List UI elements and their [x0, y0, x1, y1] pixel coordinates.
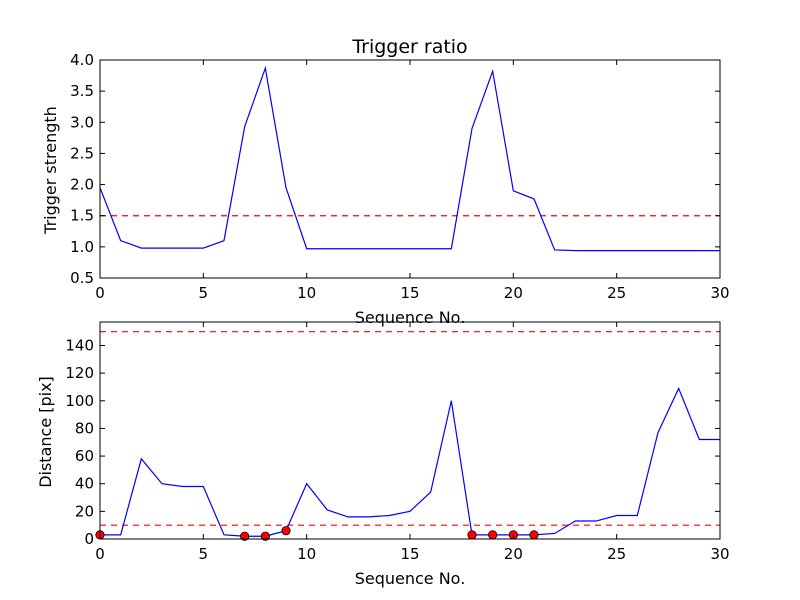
data-point-marker: [529, 530, 539, 540]
y-tick-label: 2.5: [70, 144, 94, 162]
x-tick-label: 5: [199, 545, 209, 563]
y-axis-label: Distance [pix]: [36, 376, 55, 488]
x-tick-label: 10: [297, 284, 316, 302]
x-tick-label: 10: [297, 545, 316, 563]
x-tick-label: 5: [199, 284, 209, 302]
x-tick-label: 15: [400, 545, 419, 563]
x-tick-label: 20: [504, 545, 523, 563]
x-tick-label: 25: [607, 545, 626, 563]
y-tick-label: 4.0: [70, 51, 94, 69]
data-point-marker: [488, 530, 498, 540]
y-axis-label: Trigger strength: [41, 106, 60, 235]
plot-area: 0 5 10 15 20 25 30 0 20 40 60 80 100 120 140: [65, 321, 730, 563]
y-tick-label: 20: [75, 502, 94, 520]
x-tick-label: 30: [710, 545, 729, 563]
y-tick-label: 60: [75, 447, 94, 465]
data-point-marker: [260, 531, 270, 541]
y-tick-label: 80: [75, 419, 94, 437]
trigger-ratio-chart: Trigger ratio 0 5 10 15 20 25 30 0.5 1.0 1.5 2.0 2.…: [41, 36, 730, 327]
y-tick-label: 1.5: [70, 207, 94, 225]
x-tick-label: 25: [607, 284, 626, 302]
y-tick-label: 0.5: [70, 269, 94, 287]
x-axis-label: Sequence No.: [355, 569, 466, 588]
plot-area: 0 5 10 15 20 25 30 0.5 1.0 1.5 2.0 2.5 3.0 3.5 4.0: [70, 51, 729, 302]
x-tick-label: 20: [504, 284, 523, 302]
x-tick-label: 0: [95, 545, 105, 563]
x-tick-label: 15: [400, 284, 419, 302]
series-line: [99, 65, 720, 252]
chart-title: Trigger ratio: [351, 36, 467, 58]
y-tick-label: 1.0: [70, 238, 94, 256]
y-tick-label: 3.0: [70, 113, 94, 131]
y-tick-label: 0: [84, 530, 94, 548]
x-tick-label: 30: [710, 284, 729, 302]
distance-chart: 0 5 10 15 20 25 30 0 20 40 60 80 100 120 140 Sequence …: [36, 321, 730, 588]
series-line: [100, 386, 720, 537]
y-tick-label: 140: [65, 336, 94, 354]
data-point-marker: [240, 531, 250, 541]
axes-frame: [99, 321, 721, 540]
axes-frame: [99, 59, 721, 279]
x-tick-label: 0: [95, 284, 105, 302]
y-tick-label: 3.5: [70, 82, 94, 100]
y-tick-label: 2.0: [70, 176, 94, 194]
data-point-marker: [467, 530, 477, 540]
data-point-marker: [281, 526, 291, 536]
y-tick-label: 120: [65, 364, 94, 382]
y-tick-label: 100: [65, 392, 94, 410]
y-tick-label: 40: [75, 475, 94, 493]
